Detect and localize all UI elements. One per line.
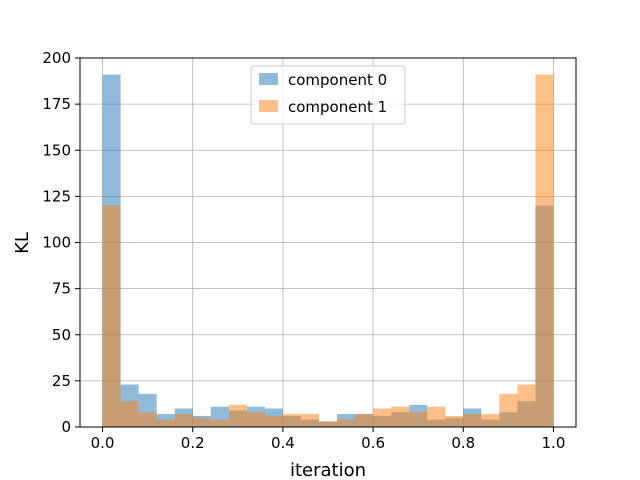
y-tick-label: 125 (42, 187, 71, 205)
y-tick-label: 75 (52, 280, 71, 298)
bar-component-1-bin-21 (481, 414, 500, 427)
x-tick-label: 1.0 (542, 434, 566, 452)
x-tick-label: 0.4 (271, 434, 295, 452)
y-tick-label: 0 (61, 418, 71, 436)
x-axis-title: iteration (290, 460, 366, 480)
bar-component-1-bin-6 (210, 419, 229, 427)
bar-component-1-bin-2 (138, 412, 157, 427)
legend-label-component-1: component 1 (288, 98, 387, 116)
x-tick-label: 0.2 (181, 434, 205, 452)
bar-component-1-bin-20 (463, 414, 482, 427)
legend-label-component-0: component 0 (288, 71, 387, 89)
bar-component-1-bin-22 (499, 393, 518, 427)
x-tick-label: 0.8 (451, 434, 475, 452)
legend-frame (250, 65, 406, 125)
bar-component-1-bin-0 (102, 205, 121, 427)
bar-component-1-bin-8 (246, 412, 265, 427)
bar-component-1-bin-19 (445, 415, 464, 427)
bar-component-1-bin-3 (156, 419, 175, 427)
legend-swatch-component-1 (259, 100, 278, 112)
bar-component-1-bin-7 (228, 404, 247, 427)
y-tick-label: 25 (52, 372, 71, 390)
bar-component-1-bin-12 (318, 421, 338, 427)
legend: component 0 component 1 (250, 65, 406, 125)
bar-component-1-bin-18 (427, 406, 446, 427)
bar-component-1-bin-13 (337, 419, 356, 427)
x-tick-label: 0.6 (361, 434, 385, 452)
bar-component-1-bin-10 (282, 414, 301, 427)
bar-component-1-bin-5 (192, 417, 211, 427)
bar-component-1-bin-14 (355, 414, 374, 427)
y-tick-label: 100 (42, 234, 71, 252)
y-tick-label: 175 (42, 95, 71, 113)
histogram-bars (102, 74, 554, 427)
y-tick-label: 200 (42, 49, 71, 67)
x-tick-label: 0.0 (91, 434, 115, 452)
y-axis-title: KL (12, 232, 33, 254)
bar-component-1-bin-24 (535, 74, 554, 427)
bar-component-1-bin-17 (409, 412, 428, 427)
y-tick-label: 50 (52, 326, 71, 344)
bar-component-1-bin-23 (517, 384, 536, 427)
bar-component-1-bin-1 (120, 401, 139, 427)
bar-component-1-bin-16 (391, 406, 410, 427)
bar-component-1-bin-9 (264, 415, 283, 427)
bar-component-1-bin-4 (174, 414, 193, 427)
axis-ticks: 0.0 0.2 0.4 0.6 0.8 1.0 0 25 50 75 100 125 150 175 200 (42, 49, 565, 452)
legend-swatch-component-0 (259, 73, 278, 85)
bar-component-1-bin-11 (300, 414, 319, 427)
bar-component-1-bin-15 (373, 408, 392, 427)
y-tick-label: 150 (42, 141, 71, 159)
